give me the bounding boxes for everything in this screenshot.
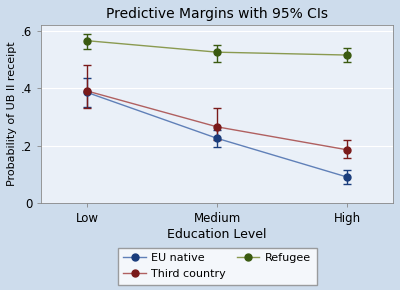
Y-axis label: Probability of UB II receipt: Probability of UB II receipt xyxy=(7,42,17,186)
Title: Predictive Margins with 95% CIs: Predictive Margins with 95% CIs xyxy=(106,7,328,21)
X-axis label: Education Level: Education Level xyxy=(168,228,267,241)
Legend: EU native, Third country, Refugee: EU native, Third country, Refugee xyxy=(118,248,316,284)
